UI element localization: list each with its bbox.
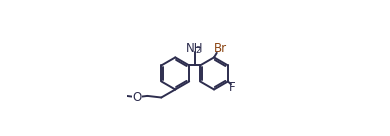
Text: O: O [132,91,142,104]
Text: NH: NH [186,42,203,55]
Text: 2: 2 [195,46,201,55]
Text: F: F [229,81,236,94]
Text: Br: Br [214,42,227,55]
